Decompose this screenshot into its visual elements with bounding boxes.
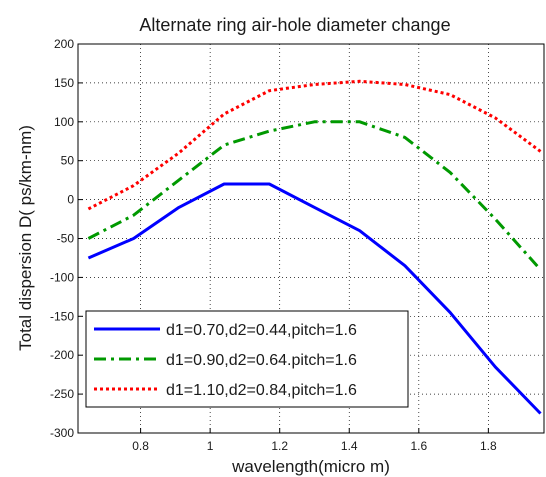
- chart-title: Alternate ring air-hole diameter change: [139, 15, 450, 35]
- y-tick-label: 200: [54, 37, 74, 51]
- legend-label-3: d1=1.10,d2=0.84,pitch=1.6: [166, 382, 357, 399]
- y-axis-label: Total dispersion D( ps/km-nm): [16, 125, 35, 351]
- y-tick-label: 0: [67, 193, 74, 207]
- y-tick-label: 100: [54, 115, 74, 129]
- series-lines: [87, 79, 542, 415]
- x-tick-label: 1.2: [271, 439, 288, 453]
- legend-box: [85, 310, 409, 408]
- series-line-1: [87, 182, 542, 415]
- x-tick-label: 1.4: [341, 439, 358, 453]
- y-tick-label: -50: [57, 232, 75, 246]
- y-tick-label: -250: [50, 387, 74, 401]
- y-tick-label: -300: [50, 426, 74, 440]
- x-axis-label: wavelength(micro m): [231, 457, 390, 476]
- y-tick-label: 150: [54, 76, 74, 90]
- x-tick-label: 1.6: [410, 439, 427, 453]
- legend-label-1: d1=0.70,d2=0.44,pitch=1.6: [166, 322, 357, 339]
- series-line-3: [87, 79, 542, 211]
- y-tick-label: -200: [50, 348, 74, 362]
- x-tick-label: 1.8: [480, 439, 497, 453]
- y-tick-label: 50: [61, 154, 75, 168]
- y-tick-label: -150: [50, 309, 74, 323]
- series-line-2: [87, 120, 542, 271]
- legend-label-2: d1=0.90,d2=0.64.pitch=1.6: [166, 352, 357, 369]
- axis-ticks: -300 -250 -200 -150 -100 -50 0 50 100 150 200 0.8 1 1…: [50, 37, 497, 453]
- legend: d1=0.70,d2=0.44,pitch=1.6 d1=0.90,d2=0.64…: [85, 310, 409, 408]
- y-tick-label: -100: [50, 270, 74, 284]
- x-tick-label: 1: [207, 439, 214, 453]
- x-tick-label: 0.8: [132, 439, 149, 453]
